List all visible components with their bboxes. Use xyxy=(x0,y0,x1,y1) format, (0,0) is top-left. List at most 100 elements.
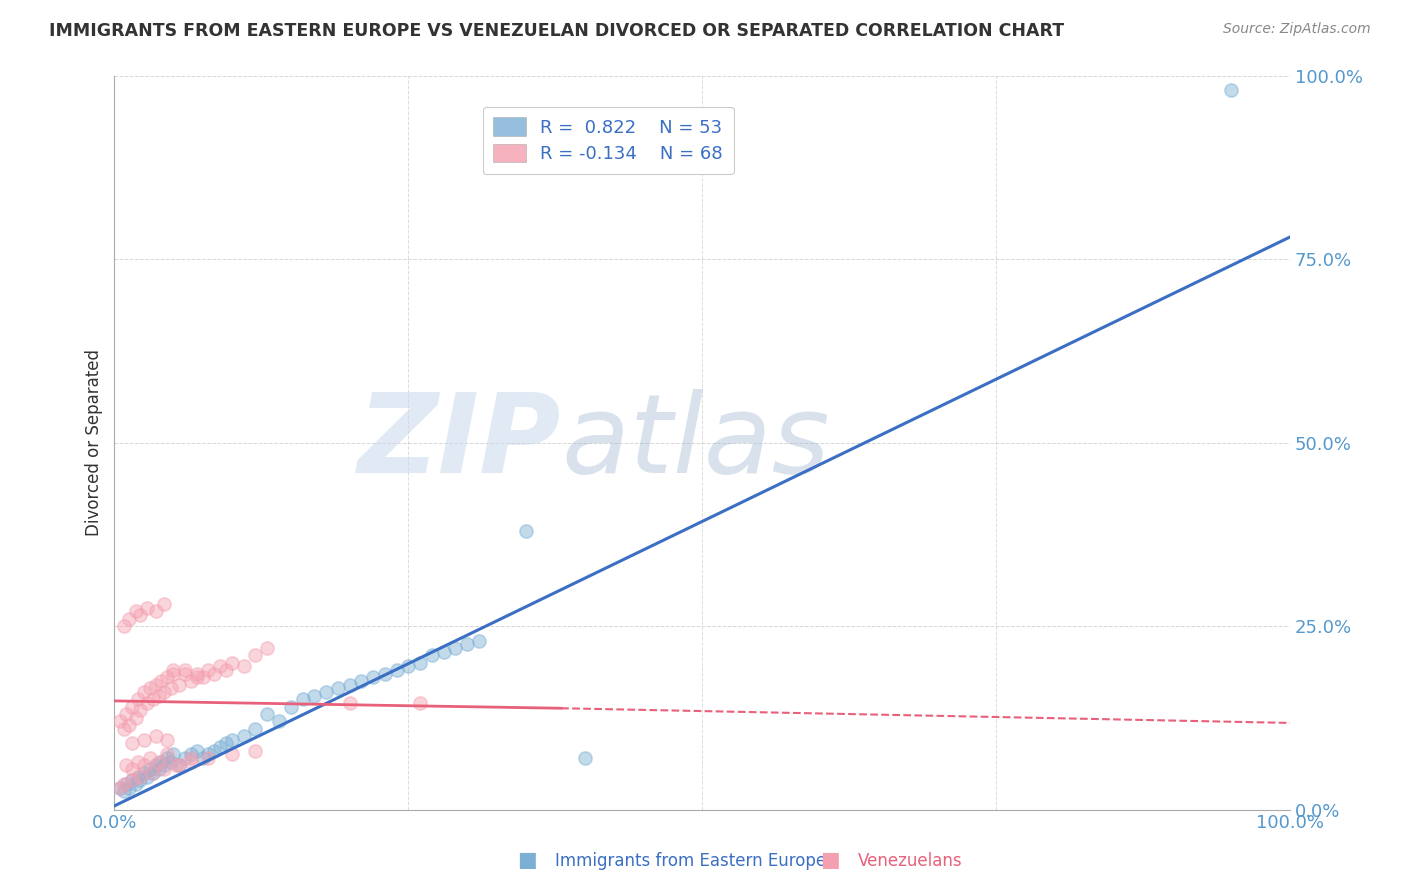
Point xyxy=(232,659,254,673)
Point xyxy=(304,689,326,703)
Point xyxy=(132,732,155,747)
Point xyxy=(256,641,278,656)
Y-axis label: Divorced or Separated: Divorced or Separated xyxy=(86,349,103,536)
Point xyxy=(245,744,267,758)
Point xyxy=(110,780,132,795)
Point xyxy=(160,755,183,769)
Point xyxy=(156,751,179,765)
Point xyxy=(117,718,139,732)
Point xyxy=(221,656,243,670)
Point xyxy=(232,729,254,743)
Text: ■: ■ xyxy=(517,850,537,870)
Point xyxy=(202,744,225,758)
Point xyxy=(174,666,197,681)
Point xyxy=(186,666,208,681)
Text: IMMIGRANTS FROM EASTERN EUROPE VS VENEZUELAN DIVORCED OR SEPARATED CORRELATION C: IMMIGRANTS FROM EASTERN EUROPE VS VENEZU… xyxy=(49,22,1064,40)
Point xyxy=(136,770,159,784)
Point xyxy=(124,604,146,618)
Point xyxy=(152,758,174,772)
Point xyxy=(112,619,135,633)
Point xyxy=(197,747,219,762)
Point xyxy=(112,777,135,791)
Point xyxy=(420,648,443,663)
Point xyxy=(110,780,132,795)
Point xyxy=(191,751,214,765)
Point xyxy=(339,696,361,710)
Point xyxy=(396,659,419,673)
Point xyxy=(197,663,219,677)
Point xyxy=(209,740,232,755)
Point xyxy=(267,714,290,729)
Point xyxy=(121,773,143,788)
Point xyxy=(145,758,167,772)
Point xyxy=(141,765,163,780)
Text: Source: ZipAtlas.com: Source: ZipAtlas.com xyxy=(1223,22,1371,37)
Point xyxy=(132,685,155,699)
Text: atlas: atlas xyxy=(561,389,830,496)
Point xyxy=(145,604,167,618)
Point xyxy=(115,777,138,791)
Point xyxy=(385,663,408,677)
Point xyxy=(456,637,478,651)
Point xyxy=(124,777,146,791)
Legend: R =  0.822    N = 53, R = -0.134    N = 68: R = 0.822 N = 53, R = -0.134 N = 68 xyxy=(482,106,734,174)
Point xyxy=(150,674,173,689)
Point xyxy=(145,729,167,743)
Point xyxy=(142,692,165,706)
Point xyxy=(152,597,174,611)
Point xyxy=(215,736,238,750)
Point xyxy=(150,755,173,769)
Point xyxy=(339,678,361,692)
Point xyxy=(315,685,337,699)
Point xyxy=(117,780,139,795)
Point xyxy=(361,670,384,684)
Point xyxy=(162,666,184,681)
Point xyxy=(221,732,243,747)
Point xyxy=(209,659,232,673)
Point xyxy=(186,670,208,684)
Point xyxy=(160,681,183,696)
Point xyxy=(138,762,160,776)
Point xyxy=(215,663,238,677)
Point xyxy=(121,736,143,750)
Point xyxy=(444,641,467,656)
Point xyxy=(138,751,160,765)
Point xyxy=(136,600,159,615)
Point xyxy=(129,770,152,784)
Point xyxy=(115,707,138,722)
Point xyxy=(156,732,179,747)
Point xyxy=(148,762,170,776)
Point xyxy=(245,648,267,663)
Point xyxy=(121,773,143,788)
Point xyxy=(129,703,152,717)
Point xyxy=(132,765,155,780)
Point xyxy=(432,645,454,659)
Point xyxy=(574,751,596,765)
Point xyxy=(129,773,152,788)
Point xyxy=(202,666,225,681)
Point xyxy=(197,751,219,765)
Point xyxy=(112,722,135,736)
Point xyxy=(127,692,149,706)
Text: ZIP: ZIP xyxy=(357,389,561,496)
Point xyxy=(162,747,184,762)
Point xyxy=(180,747,202,762)
Point xyxy=(127,770,149,784)
Point xyxy=(167,678,190,692)
Point xyxy=(167,758,190,772)
Point xyxy=(186,744,208,758)
Point xyxy=(1220,83,1243,97)
Point xyxy=(142,765,165,780)
Point xyxy=(180,755,202,769)
Point xyxy=(115,758,138,772)
Point xyxy=(156,670,179,684)
Point xyxy=(515,524,537,538)
Point xyxy=(291,692,314,706)
Point xyxy=(127,755,149,769)
Point xyxy=(162,663,184,677)
Point xyxy=(138,681,160,696)
Point xyxy=(152,762,174,776)
Point xyxy=(167,758,190,772)
Text: ■: ■ xyxy=(820,850,839,870)
Point xyxy=(468,633,491,648)
